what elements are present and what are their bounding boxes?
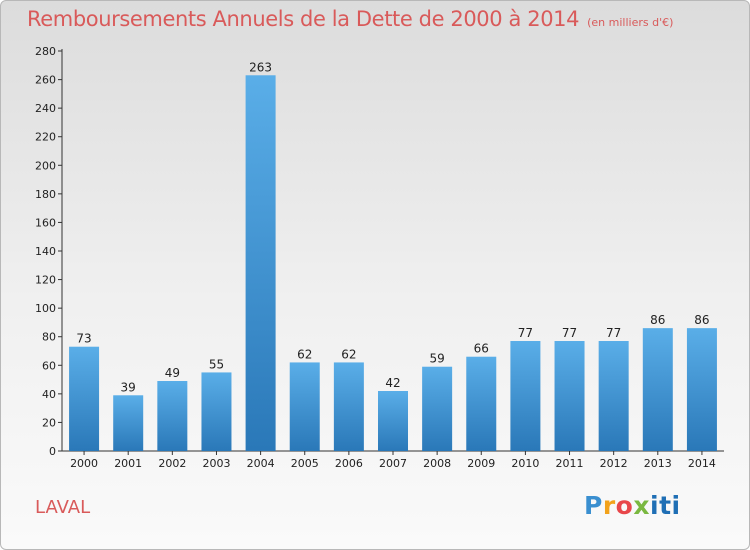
data-label: 263 (249, 60, 272, 74)
y-tick-label: 60 (42, 359, 56, 372)
data-label: 73 (76, 332, 91, 346)
data-label: 42 (385, 376, 400, 390)
bar (598, 341, 629, 451)
x-tick-label: 2000 (70, 457, 98, 470)
title-unit: (en milliers d'€) (587, 16, 674, 29)
x-tick-label: 2009 (467, 457, 495, 470)
x-tick-label: 2012 (600, 457, 628, 470)
bar (422, 366, 453, 451)
x-tick-label: 2005 (291, 457, 319, 470)
x-tick-label: 2004 (247, 457, 275, 470)
bar (642, 328, 673, 451)
y-tick-label: 0 (49, 445, 56, 458)
data-label: 62 (297, 347, 312, 361)
data-label: 59 (429, 352, 444, 366)
bar (333, 362, 364, 451)
x-tick-label: 2002 (158, 457, 186, 470)
data-label: 49 (165, 366, 180, 380)
bar (378, 391, 408, 451)
x-tick-label: 2007 (379, 457, 407, 470)
data-label: 86 (650, 313, 665, 327)
x-tick-label: 2013 (644, 457, 672, 470)
bar (554, 341, 585, 451)
data-label: 62 (341, 347, 356, 361)
y-tick-label: 120 (35, 274, 56, 287)
proxiti-logo: Proxiti (584, 491, 681, 520)
y-tick-label: 80 (42, 331, 56, 344)
commune-name: LAVAL (35, 497, 91, 518)
x-tick-label: 2001 (114, 457, 142, 470)
chart-title: Remboursements Annuels de la Dette de 20… (27, 7, 673, 31)
y-tick-label: 280 (35, 45, 56, 58)
bar (69, 346, 100, 451)
bar (686, 328, 717, 451)
y-tick-label: 140 (35, 245, 56, 258)
bar (289, 362, 320, 451)
x-tick-label: 2014 (688, 457, 716, 470)
data-label: 66 (474, 342, 489, 356)
data-label: 39 (121, 380, 136, 394)
y-tick-label: 20 (42, 416, 56, 429)
data-label: 86 (694, 313, 709, 327)
y-tick-label: 180 (35, 188, 56, 201)
x-tick-label: 2008 (423, 457, 451, 470)
bar (113, 395, 144, 451)
data-label: 77 (518, 326, 533, 340)
x-tick-label: 2006 (335, 457, 363, 470)
title-main: Remboursements Annuels de la Dette de 20… (27, 7, 580, 31)
x-tick-label: 2010 (511, 457, 539, 470)
y-tick-label: 200 (35, 159, 56, 172)
y-tick-label: 240 (35, 102, 56, 115)
bar (157, 381, 188, 451)
data-label: 77 (562, 326, 577, 340)
y-tick-label: 260 (35, 74, 56, 87)
y-tick-label: 160 (35, 216, 56, 229)
bar (510, 341, 541, 451)
y-tick-label: 100 (35, 302, 56, 315)
x-tick-label: 2011 (556, 457, 584, 470)
data-label: 77 (606, 326, 621, 340)
x-tick-label: 2003 (202, 457, 230, 470)
bar (466, 356, 497, 451)
y-tick-label: 40 (42, 388, 56, 401)
bar (201, 372, 232, 451)
data-label: 55 (209, 357, 224, 371)
y-tick-label: 220 (35, 131, 56, 144)
bar (245, 75, 276, 452)
